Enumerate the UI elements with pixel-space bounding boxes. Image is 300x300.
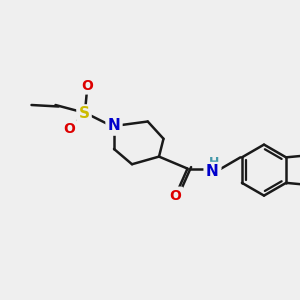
Text: N: N (206, 164, 218, 179)
Text: N: N (108, 118, 120, 134)
Text: O: O (169, 189, 181, 202)
Text: S: S (79, 106, 89, 122)
Text: O: O (63, 122, 75, 136)
Text: O: O (81, 79, 93, 92)
Text: H: H (209, 155, 220, 169)
